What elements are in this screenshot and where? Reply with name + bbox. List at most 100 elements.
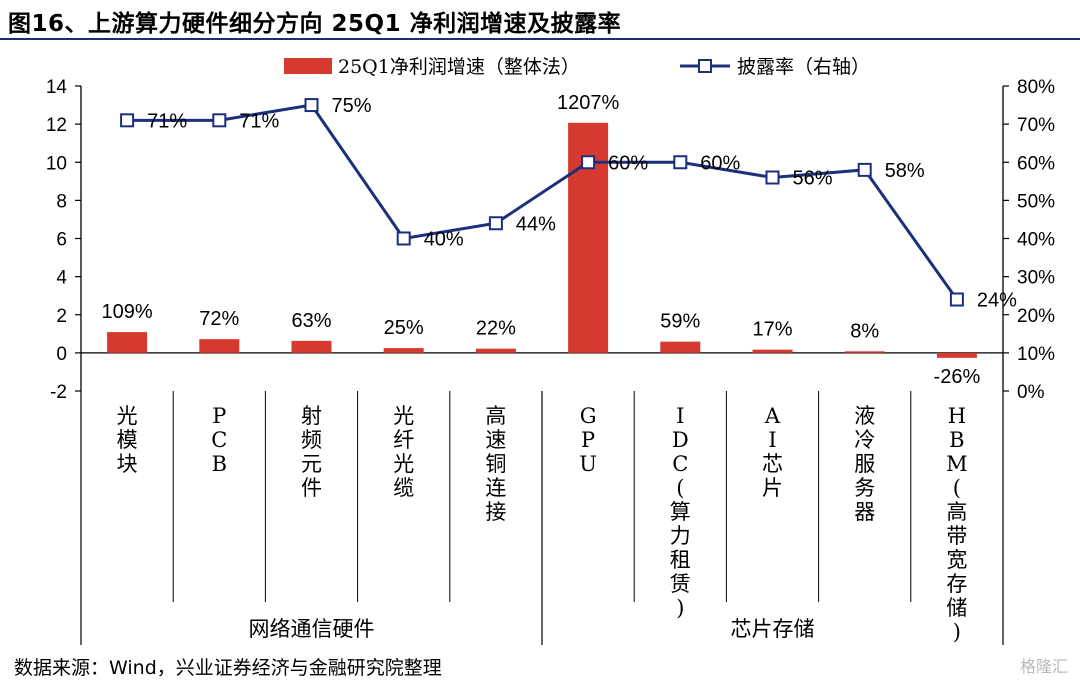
category-label-char: 射 [301,404,322,428]
bar-value-label: 63% [291,310,331,332]
bar [844,351,885,353]
left-tick-label: 6 [56,230,67,251]
line-value-label: 71% [147,110,187,132]
line-value-label: 60% [700,152,740,174]
category-label-char: 算 [670,500,691,524]
bar-value-label: 72% [199,308,239,330]
chart: -2 0 2 4 6 8 10 12 14 0% 10% 20% 30% 40% 50% 60% 70% 80% 网… [46,56,1055,645]
category-label-char: ( [953,476,961,500]
category-label: I D C (算力租赁) [670,404,691,620]
category-label-char: 器 [854,500,875,524]
left-tick-label: 2 [56,306,67,327]
bar [107,332,148,353]
category-label-char: I [676,404,684,428]
line-value-label: 40% [424,229,464,251]
line-marker [212,113,227,128]
legend-bar-label: 25Q1净利润增速（整体法） [338,56,580,78]
category-label-char: 片 [762,476,783,500]
category-label-char: 力 [670,524,691,548]
line-value-label: 75% [332,95,372,117]
right-tick-label: 60% [1017,153,1055,174]
category-label-char: 缆 [393,476,414,500]
left-tick-label: 14 [46,77,68,98]
line-marker [304,98,319,113]
right-tick-label: 0% [1017,382,1045,403]
line-value-label: 56% [793,168,833,190]
category-label-char: 冷 [854,428,875,452]
bar [291,340,332,353]
category-label: 射频元件 [301,404,322,500]
category-label-char: 服 [854,452,875,476]
category-label-char: 件 [301,476,322,500]
category-label-char: 接 [485,500,506,524]
category-label-char: 高 [946,500,967,524]
category-label-char: 元 [301,452,322,476]
bar [660,341,701,353]
category-label-char: ) [676,596,684,620]
title-rule [0,38,1080,40]
line-marker [949,292,964,307]
category-label: 光模块 [117,404,138,476]
right-tick-label: 10% [1017,344,1055,365]
category-label-char: 存 [946,572,967,596]
bar-value-label: -26% [934,366,981,388]
right-tick-label: 50% [1017,191,1055,212]
category-label-char: ( [676,476,684,500]
bar-value-label: 8% [850,320,879,342]
bar [475,348,516,353]
bar-value-label: 25% [384,317,424,339]
line-value-label: 44% [516,213,556,235]
left-tick-label: -2 [50,382,67,403]
category-label-char: P [581,428,595,452]
source-note: 数据来源：Wind，兴业证券经济与金融研究院整理 [14,657,442,679]
line-marker [581,155,596,170]
category-label-char: ) [953,620,961,644]
left-tick-label: 8 [56,191,67,212]
disclosure-rate-line [127,103,959,301]
left-tick-label: 0 [56,344,67,365]
line-marker [765,170,780,185]
bar [936,352,977,358]
category-label: 高速铜连接 [485,404,506,524]
category-label-char: I [768,428,776,452]
left-tick-label: 12 [46,115,67,136]
category-label-char: 速 [485,428,506,452]
bar [199,339,240,353]
category-label: H B M (高带宽存储) [946,404,968,644]
left-tick-label: 10 [46,153,67,174]
legend-line-marker [698,59,712,73]
line-value-label: 58% [885,160,925,182]
right-tick-label: 70% [1017,115,1055,136]
category-label-char: U [579,452,597,476]
category-label-char: M [946,452,968,476]
category-label-char: 带 [946,524,967,548]
group-label: 网络通信硬件 [249,617,375,641]
right-tick-label: 40% [1017,230,1055,251]
bar-value-label: 1207% [557,92,619,114]
category-label-char: A [764,404,781,428]
category-label-char: 储 [946,596,967,620]
line-value-label: 24% [977,290,1017,312]
legend-line-label: 披露率（右轴） [737,56,870,78]
category-label: 液冷服务器 [854,404,875,524]
line-marker [120,113,135,128]
category-label-char: H [948,404,966,428]
category-label-char: B [212,452,227,476]
bar-value-label: 17% [752,319,792,341]
group-label: 芯片存储 [731,617,815,641]
category-label-char: P [212,404,226,428]
category-label-char: 光 [117,404,138,428]
category-label-char: D [672,428,689,452]
category-label-char: B [949,428,964,452]
bar-value-label: 59% [660,311,700,333]
page-title: 图16、上游算力硬件细分方向 25Q1 净利润增速及披露率 [8,11,622,37]
category-label-char: C [211,428,227,452]
category-label-char: 租 [670,548,691,572]
category-label-char: 块 [117,452,138,476]
right-tick-label: 20% [1017,306,1055,327]
watermark: 格隆汇 [1019,657,1068,676]
category-label: A I 芯片 [762,404,783,500]
category-label-char: 铜 [485,452,506,476]
category-label-char: 芯 [762,452,783,476]
line-value-label: 60% [608,152,648,174]
